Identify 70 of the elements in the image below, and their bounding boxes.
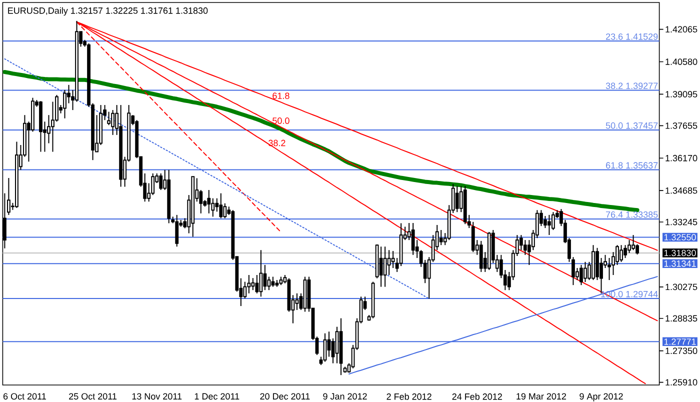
candlestick <box>219 192 223 219</box>
candlestick <box>379 246 383 288</box>
chart-title: EURUSD,Daily 1.32157 1.32225 1.31761 1.31830 <box>8 7 208 16</box>
candlestick <box>107 111 111 126</box>
candlestick <box>580 264 583 286</box>
y-tick-label: 1.28835 <box>666 315 698 322</box>
y-tick-label: 1.25910 <box>666 379 698 386</box>
x-tick-label: 6 Oct 2011 <box>4 393 46 400</box>
x-tick-label: 20 Dec 2011 <box>260 393 310 400</box>
candlestick <box>548 214 551 236</box>
y-tick-label: 1.40580 <box>666 58 698 65</box>
y-tick-label: 1.27350 <box>666 348 698 354</box>
candlestick <box>455 186 459 213</box>
candlestick <box>327 331 331 358</box>
candlestick <box>479 240 483 272</box>
candlestick <box>383 246 387 288</box>
candlestick <box>223 202 227 219</box>
candlestick <box>7 177 10 216</box>
series-label: 61.8 <box>272 92 290 99</box>
series-label: 38.2 <box>268 140 286 146</box>
y-tick-label: 1.32550 <box>664 234 696 240</box>
ref-line-label: 61.8 1.35637 <box>606 162 658 169</box>
candlestick <box>175 214 179 248</box>
series-label: 50.0 <box>272 118 290 124</box>
candlestick <box>159 172 163 191</box>
candlestick <box>523 240 527 256</box>
y-tick-label: 1.30275 <box>666 284 698 290</box>
candlestick <box>295 292 299 310</box>
y-tick-label: 1.39095 <box>666 91 698 98</box>
candlestick <box>267 276 271 291</box>
x-tick-label: 9 Jan 2012 <box>323 393 367 400</box>
candlestick <box>608 257 611 281</box>
y-tick-label: 1.31341 <box>664 260 696 267</box>
x-tick-label: 25 Oct 2011 <box>69 393 117 400</box>
x-tick-label: 2 Feb 2012 <box>386 393 432 400</box>
candlestick <box>519 234 523 251</box>
y-tick-label: 1.34685 <box>666 187 698 194</box>
ref-line-label: 76.4 1.33385 <box>606 211 658 218</box>
x-tick-label: 9 Apr 2012 <box>580 393 623 402</box>
y-tick-label: 1.27771 <box>664 338 696 345</box>
candlestick <box>387 250 391 276</box>
candlestick <box>624 244 627 258</box>
candlestick <box>63 89 66 119</box>
candlestick <box>47 114 50 144</box>
candlestick <box>207 190 211 214</box>
ref-line-label: 50.0 1.37457 <box>606 122 658 129</box>
candlestick <box>255 274 259 294</box>
x-tick-label: 24 Feb 2012 <box>452 393 502 400</box>
y-tick-label: 1.36170 <box>666 154 698 162</box>
candlestick <box>439 230 443 246</box>
y-tick-label: 1.42065 <box>666 26 698 32</box>
y-tick-label: 1.37655 <box>666 122 698 129</box>
candlestick <box>471 221 475 253</box>
candlestick <box>263 264 267 291</box>
y-tick-label: 1.33245 <box>666 218 698 226</box>
candlestick <box>251 278 255 291</box>
candlestick <box>552 212 555 230</box>
x-tick-label: 13 Nov 2011 <box>132 393 182 400</box>
y-tick-label: 1.31830 <box>664 250 696 256</box>
ref-line-label: 38.2 1.39277 <box>606 82 658 90</box>
candlestick <box>632 234 635 251</box>
candlestick <box>111 110 115 136</box>
x-tick-label: 19 Mar 2012 <box>516 393 566 400</box>
candlestick <box>391 250 395 269</box>
candlestick <box>620 244 623 262</box>
candlestick <box>411 222 415 256</box>
candlestick <box>259 250 263 298</box>
x-tick-label: 1 Dec 2011 <box>194 393 240 400</box>
ref-line-label: 23.6 1.41529 <box>606 33 658 40</box>
candlestick <box>584 261 587 282</box>
